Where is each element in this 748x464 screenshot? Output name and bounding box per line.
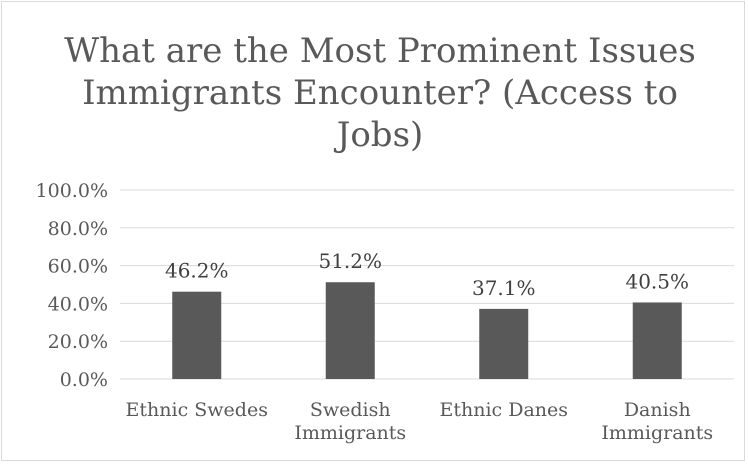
bar xyxy=(632,302,682,379)
data-label: 40.5% xyxy=(625,269,689,293)
category-label: Immigrants xyxy=(294,422,406,444)
y-tick-label: 100.0% xyxy=(36,180,108,202)
category-label: Ethnic Danes xyxy=(439,399,568,421)
bar xyxy=(479,308,529,379)
data-label: 51.2% xyxy=(318,249,382,273)
y-tick-label: 20.0% xyxy=(48,331,108,353)
bar xyxy=(325,282,375,379)
chart-title: What are the Most Prominent Issues Immig… xyxy=(64,31,696,155)
data-label: 37.1% xyxy=(472,276,536,300)
data-label: 46.2% xyxy=(165,259,229,283)
category-label: Danish xyxy=(624,399,691,421)
category-label: Immigrants xyxy=(601,422,713,444)
y-tick-label: 80.0% xyxy=(48,218,108,240)
y-tick-label: 40.0% xyxy=(48,293,108,315)
y-tick-label: 60.0% xyxy=(48,256,108,278)
bar xyxy=(172,291,222,379)
category-label: Ethnic Swedes xyxy=(126,399,268,421)
category-label: Swedish xyxy=(310,399,391,421)
y-tick-label: 0.0% xyxy=(60,369,108,391)
